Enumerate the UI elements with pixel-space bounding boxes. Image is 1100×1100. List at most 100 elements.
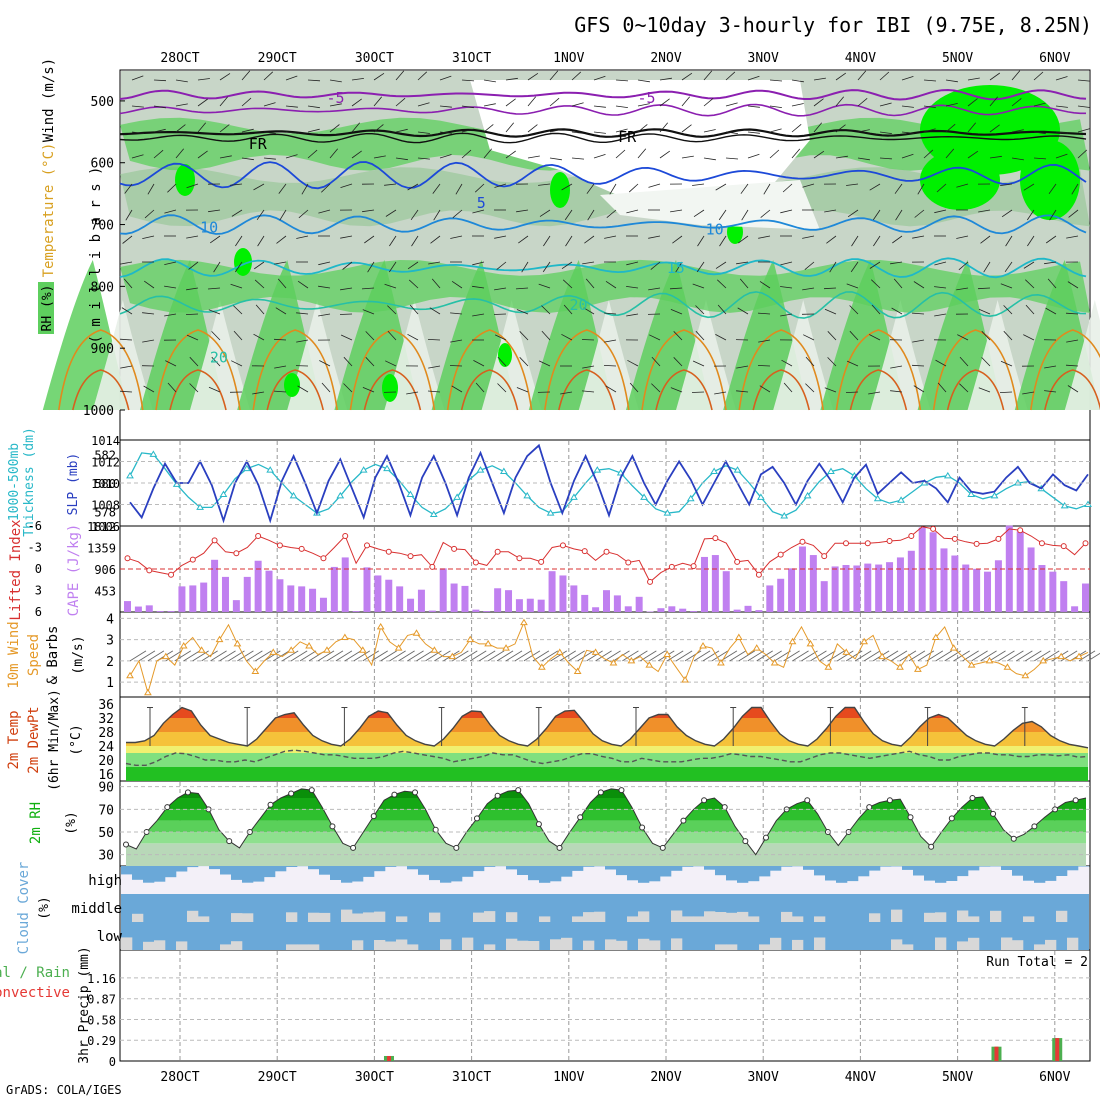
precip-tick: 0.58	[87, 1013, 116, 1027]
rh2m-unit: (%)	[64, 811, 79, 834]
cape-bar	[428, 610, 436, 612]
wind-barb	[186, 235, 199, 239]
wind-barb	[494, 334, 507, 341]
wind-speed-line-marker	[1057, 652, 1066, 660]
wind-speed-line-marker	[179, 642, 188, 649]
wind-barb-10m	[890, 650, 908, 662]
wind-barb	[1068, 209, 1079, 218]
cloud-gap-bar	[462, 937, 474, 950]
wind-barb	[945, 79, 958, 83]
cloud-gap-bar	[506, 938, 518, 950]
rh-saturated-patch	[284, 373, 300, 397]
wind-barb	[1045, 235, 1057, 244]
cape-bar	[526, 598, 534, 613]
rh2m-line-marker	[577, 814, 584, 821]
wind-barb	[527, 124, 538, 133]
cloud-high-bar	[814, 866, 826, 876]
lifted-index-line-marker	[603, 548, 610, 555]
rh-saturated-patch	[382, 374, 398, 402]
wind-barb	[411, 235, 419, 247]
wind-barb	[813, 122, 823, 133]
date-label-bottom: 6NOV	[1039, 1070, 1070, 1085]
wind-barb	[373, 96, 383, 107]
wind-barb-10m	[1060, 650, 1078, 662]
wind-barb	[894, 183, 903, 194]
wind-barb	[1025, 279, 1035, 289]
wind-barb	[197, 122, 207, 133]
wind-speed-line-marker	[340, 633, 349, 640]
wind-barb-10m	[362, 650, 380, 662]
cape-bar	[330, 566, 338, 613]
wind-barb	[119, 390, 133, 393]
wind-barb	[153, 105, 166, 109]
wind-barb	[851, 235, 859, 247]
rh2m-line-marker	[515, 787, 522, 794]
wind-barb	[475, 382, 485, 393]
cloud-high-bar	[209, 866, 221, 870]
wind-barb	[123, 278, 133, 289]
contour-label: -5	[638, 89, 656, 107]
cape-label: CAPE (J/kg)	[66, 524, 82, 617]
profile-label-rh: RH (%)	[40, 285, 55, 332]
wind-barb-10m	[702, 650, 720, 662]
wind-barb	[780, 209, 793, 214]
cloud-gap-bar	[583, 940, 595, 950]
wind-barb	[695, 305, 705, 315]
rh2m-line-marker	[308, 787, 315, 794]
wind-barb	[681, 155, 694, 159]
wind-barb	[329, 124, 340, 133]
rh2m-line-marker	[701, 797, 708, 804]
cape-bar	[298, 586, 306, 612]
contour-label: 5	[477, 194, 486, 212]
wind-speed-line-marker	[126, 671, 134, 679]
lifted-index-line-marker	[755, 571, 762, 578]
wind-barb	[472, 209, 485, 214]
wind-barb	[1003, 305, 1013, 315]
thickness-line-marker	[873, 494, 882, 502]
wind-barb	[563, 304, 573, 315]
wind-barb	[1001, 209, 1013, 218]
wind-barb	[912, 235, 925, 239]
cloud-high-bar	[352, 866, 364, 882]
wind-barb	[455, 183, 463, 195]
cloud-high-bar	[638, 866, 650, 883]
wind-barb	[823, 287, 837, 290]
isotherm-arc	[1030, 329, 1100, 411]
wind-barb	[725, 102, 738, 107]
cape-bar	[853, 565, 861, 612]
cloud-high-bar	[627, 866, 639, 881]
wind-barb	[427, 390, 441, 393]
wind-barb	[122, 235, 133, 244]
wind-barb	[219, 155, 232, 159]
cloud-high-bar	[143, 866, 155, 883]
wind-barb	[845, 391, 859, 393]
wind-barb	[472, 261, 485, 266]
wind-barb	[297, 280, 309, 289]
isotherm-line	[119, 88, 1087, 101]
cape-bar	[559, 575, 567, 612]
wind-barb	[769, 128, 782, 133]
wind-barb	[496, 261, 507, 270]
cape-bar	[439, 568, 447, 613]
cape-bar	[581, 594, 589, 613]
cloud-gap-bar	[429, 912, 441, 922]
wind-barb	[164, 209, 177, 214]
lifted-index-line-marker	[124, 555, 131, 562]
wind-barb	[587, 209, 595, 221]
cloud-high-bar	[1067, 866, 1079, 871]
wind-speed-line-marker	[537, 663, 546, 670]
wind-barb	[365, 331, 375, 341]
wind-barb	[131, 105, 144, 108]
cape-bar	[951, 555, 959, 613]
wind-barb	[1044, 365, 1057, 369]
cloud-gap-bar	[814, 916, 826, 922]
wind-barb	[340, 235, 353, 239]
wind-barb	[427, 339, 441, 341]
cloud-gap-bar	[539, 916, 551, 922]
cape-bar	[265, 570, 273, 613]
cloud-high-bar	[572, 866, 584, 871]
wind-barb	[231, 209, 243, 217]
cloud-gap-bar	[198, 916, 210, 922]
temp-band	[126, 753, 1088, 767]
wind-barb	[164, 261, 177, 265]
